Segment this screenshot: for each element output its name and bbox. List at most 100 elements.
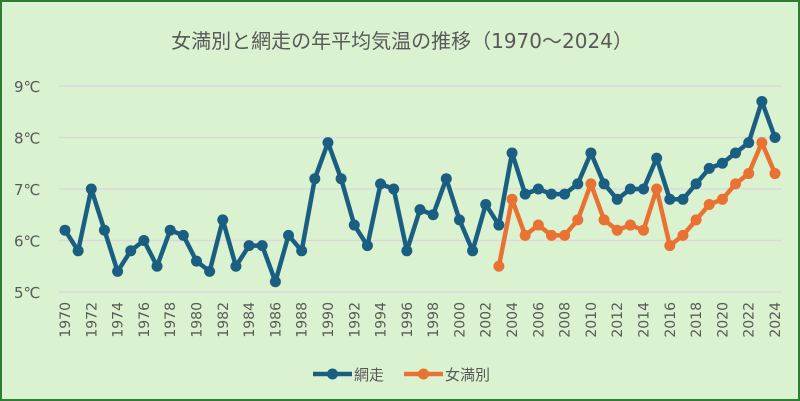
data-point[interactable] xyxy=(559,188,571,200)
data-point[interactable] xyxy=(611,224,623,236)
data-point[interactable] xyxy=(309,173,321,185)
data-point[interactable] xyxy=(361,240,373,252)
data-point[interactable] xyxy=(467,245,479,257)
data-point[interactable] xyxy=(375,178,387,190)
legend-label: 網走 xyxy=(354,366,384,384)
x-tick-label: 1986 xyxy=(268,302,284,338)
data-point[interactable] xyxy=(335,173,347,185)
data-point[interactable] xyxy=(388,183,400,195)
data-point[interactable] xyxy=(98,224,110,236)
data-point[interactable] xyxy=(651,183,663,195)
data-point[interactable] xyxy=(559,229,571,241)
data-point[interactable] xyxy=(283,229,295,241)
data-point[interactable] xyxy=(164,224,176,236)
series-memanbetsu xyxy=(493,137,781,272)
data-point[interactable] xyxy=(716,193,728,205)
data-point[interactable] xyxy=(427,209,439,221)
x-tick-label: 2010 xyxy=(584,302,600,338)
series-line xyxy=(63,99,778,284)
x-tick-label: 1992 xyxy=(347,302,363,338)
data-point[interactable] xyxy=(677,229,689,241)
data-point[interactable] xyxy=(730,147,742,159)
data-point[interactable] xyxy=(585,147,597,159)
x-tick-label: 1970 xyxy=(58,302,74,338)
data-point[interactable] xyxy=(664,240,676,252)
data-point[interactable] xyxy=(125,245,137,257)
data-point[interactable] xyxy=(493,260,505,272)
data-point[interactable] xyxy=(72,245,84,257)
data-point[interactable] xyxy=(703,198,715,210)
data-point[interactable] xyxy=(611,193,623,205)
x-tick-label: 2004 xyxy=(505,302,521,338)
data-point[interactable] xyxy=(572,214,584,226)
x-tick-label: 2012 xyxy=(610,302,626,338)
data-point[interactable] xyxy=(585,178,597,190)
data-point[interactable] xyxy=(769,132,781,143)
chart-title: 女満別と網走の年平均気温の推移（1970～2024） xyxy=(171,29,633,53)
data-point[interactable] xyxy=(638,183,650,195)
data-point[interactable] xyxy=(519,188,531,200)
data-point[interactable] xyxy=(651,152,663,164)
data-point[interactable] xyxy=(624,183,636,195)
data-point[interactable] xyxy=(269,276,281,288)
data-point[interactable] xyxy=(322,137,334,149)
legend-label: 女満別 xyxy=(445,366,490,384)
data-point[interactable] xyxy=(296,245,308,257)
data-point[interactable] xyxy=(85,183,97,195)
x-tick-label: 1976 xyxy=(137,302,153,338)
legend-marker xyxy=(327,368,338,380)
y-tick-label: 8℃ xyxy=(14,130,40,148)
data-point[interactable] xyxy=(138,235,150,246)
data-point[interactable] xyxy=(348,219,360,231)
data-point[interactable] xyxy=(506,147,518,159)
data-point[interactable] xyxy=(519,229,531,241)
data-point[interactable] xyxy=(545,229,557,241)
x-tick-label: 1988 xyxy=(295,302,311,338)
data-point[interactable] xyxy=(677,193,689,205)
data-point[interactable] xyxy=(256,240,268,252)
data-point[interactable] xyxy=(493,219,505,231)
data-point[interactable] xyxy=(401,245,413,257)
data-point[interactable] xyxy=(690,214,702,226)
data-point[interactable] xyxy=(730,178,742,190)
data-point[interactable] xyxy=(545,188,557,200)
data-point[interactable] xyxy=(453,214,465,226)
data-point[interactable] xyxy=(217,214,229,226)
data-point[interactable] xyxy=(756,95,768,107)
data-point[interactable] xyxy=(769,168,781,180)
x-tick-label: 2008 xyxy=(558,302,574,338)
data-point[interactable] xyxy=(532,183,544,195)
x-tick-label: 1982 xyxy=(216,302,232,338)
data-point[interactable] xyxy=(664,193,676,205)
x-tick-label: 2020 xyxy=(715,302,731,338)
data-point[interactable] xyxy=(638,224,650,236)
data-point[interactable] xyxy=(480,198,492,210)
data-point[interactable] xyxy=(743,168,755,180)
x-tick-label: 1984 xyxy=(242,302,258,338)
data-point[interactable] xyxy=(598,178,610,190)
data-point[interactable] xyxy=(624,219,636,231)
data-point[interactable] xyxy=(598,214,610,226)
data-point[interactable] xyxy=(151,260,163,272)
data-point[interactable] xyxy=(190,255,202,267)
data-point[interactable] xyxy=(230,260,242,272)
data-point[interactable] xyxy=(506,193,518,205)
legend-marker xyxy=(418,368,429,380)
data-point[interactable] xyxy=(756,137,768,149)
data-point[interactable] xyxy=(243,240,255,252)
data-point[interactable] xyxy=(177,229,189,241)
data-point[interactable] xyxy=(440,173,452,185)
data-point[interactable] xyxy=(414,204,426,216)
x-tick-label: 1972 xyxy=(84,302,100,338)
y-tick-label: 7℃ xyxy=(14,181,40,199)
data-point[interactable] xyxy=(572,178,584,190)
data-point[interactable] xyxy=(716,157,728,169)
data-point[interactable] xyxy=(532,219,544,231)
data-point[interactable] xyxy=(204,265,216,277)
data-point[interactable] xyxy=(743,137,755,149)
data-point[interactable] xyxy=(59,224,71,236)
data-point[interactable] xyxy=(112,265,124,277)
data-point[interactable] xyxy=(703,162,715,174)
data-point[interactable] xyxy=(690,178,702,190)
